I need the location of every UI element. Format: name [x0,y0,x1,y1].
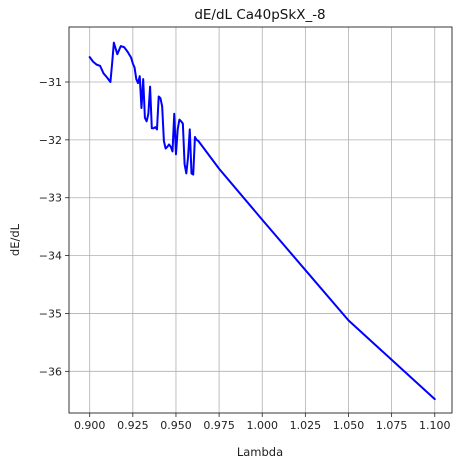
x-tick-label: 0.900 [74,419,106,432]
axis-ticks: 0.900 0.925 0.950 0.975 1.000 1.025 1.050 1.075… [39,76,451,432]
x-tick-label: 1.100 [419,419,451,432]
grid-lines [69,27,452,413]
y-tick-label: −32 [39,134,62,147]
y-axis-label: dE/dL [8,223,22,256]
chart-title: dE/dL Ca40pSkX_-8 [194,7,325,23]
plot-frame [68,26,453,414]
x-tick-label: 1.000 [246,419,278,432]
x-tick-label: 1.075 [376,419,408,432]
y-tick-label: −34 [39,250,62,263]
x-axis-label: Lambda [237,445,283,459]
y-tick-label: −33 [39,192,62,205]
x-tick-label: 0.925 [117,419,149,432]
y-tick-label: −35 [39,307,62,320]
y-tick-label: −31 [39,76,62,89]
y-tick-label: −36 [39,365,62,378]
x-tick-label: 1.050 [333,419,365,432]
x-tick-label: 0.975 [203,419,235,432]
series-group [88,41,436,401]
x-tick-label: 0.950 [160,419,192,432]
series-line-0 [88,41,436,401]
x-tick-label: 1.025 [290,419,322,432]
